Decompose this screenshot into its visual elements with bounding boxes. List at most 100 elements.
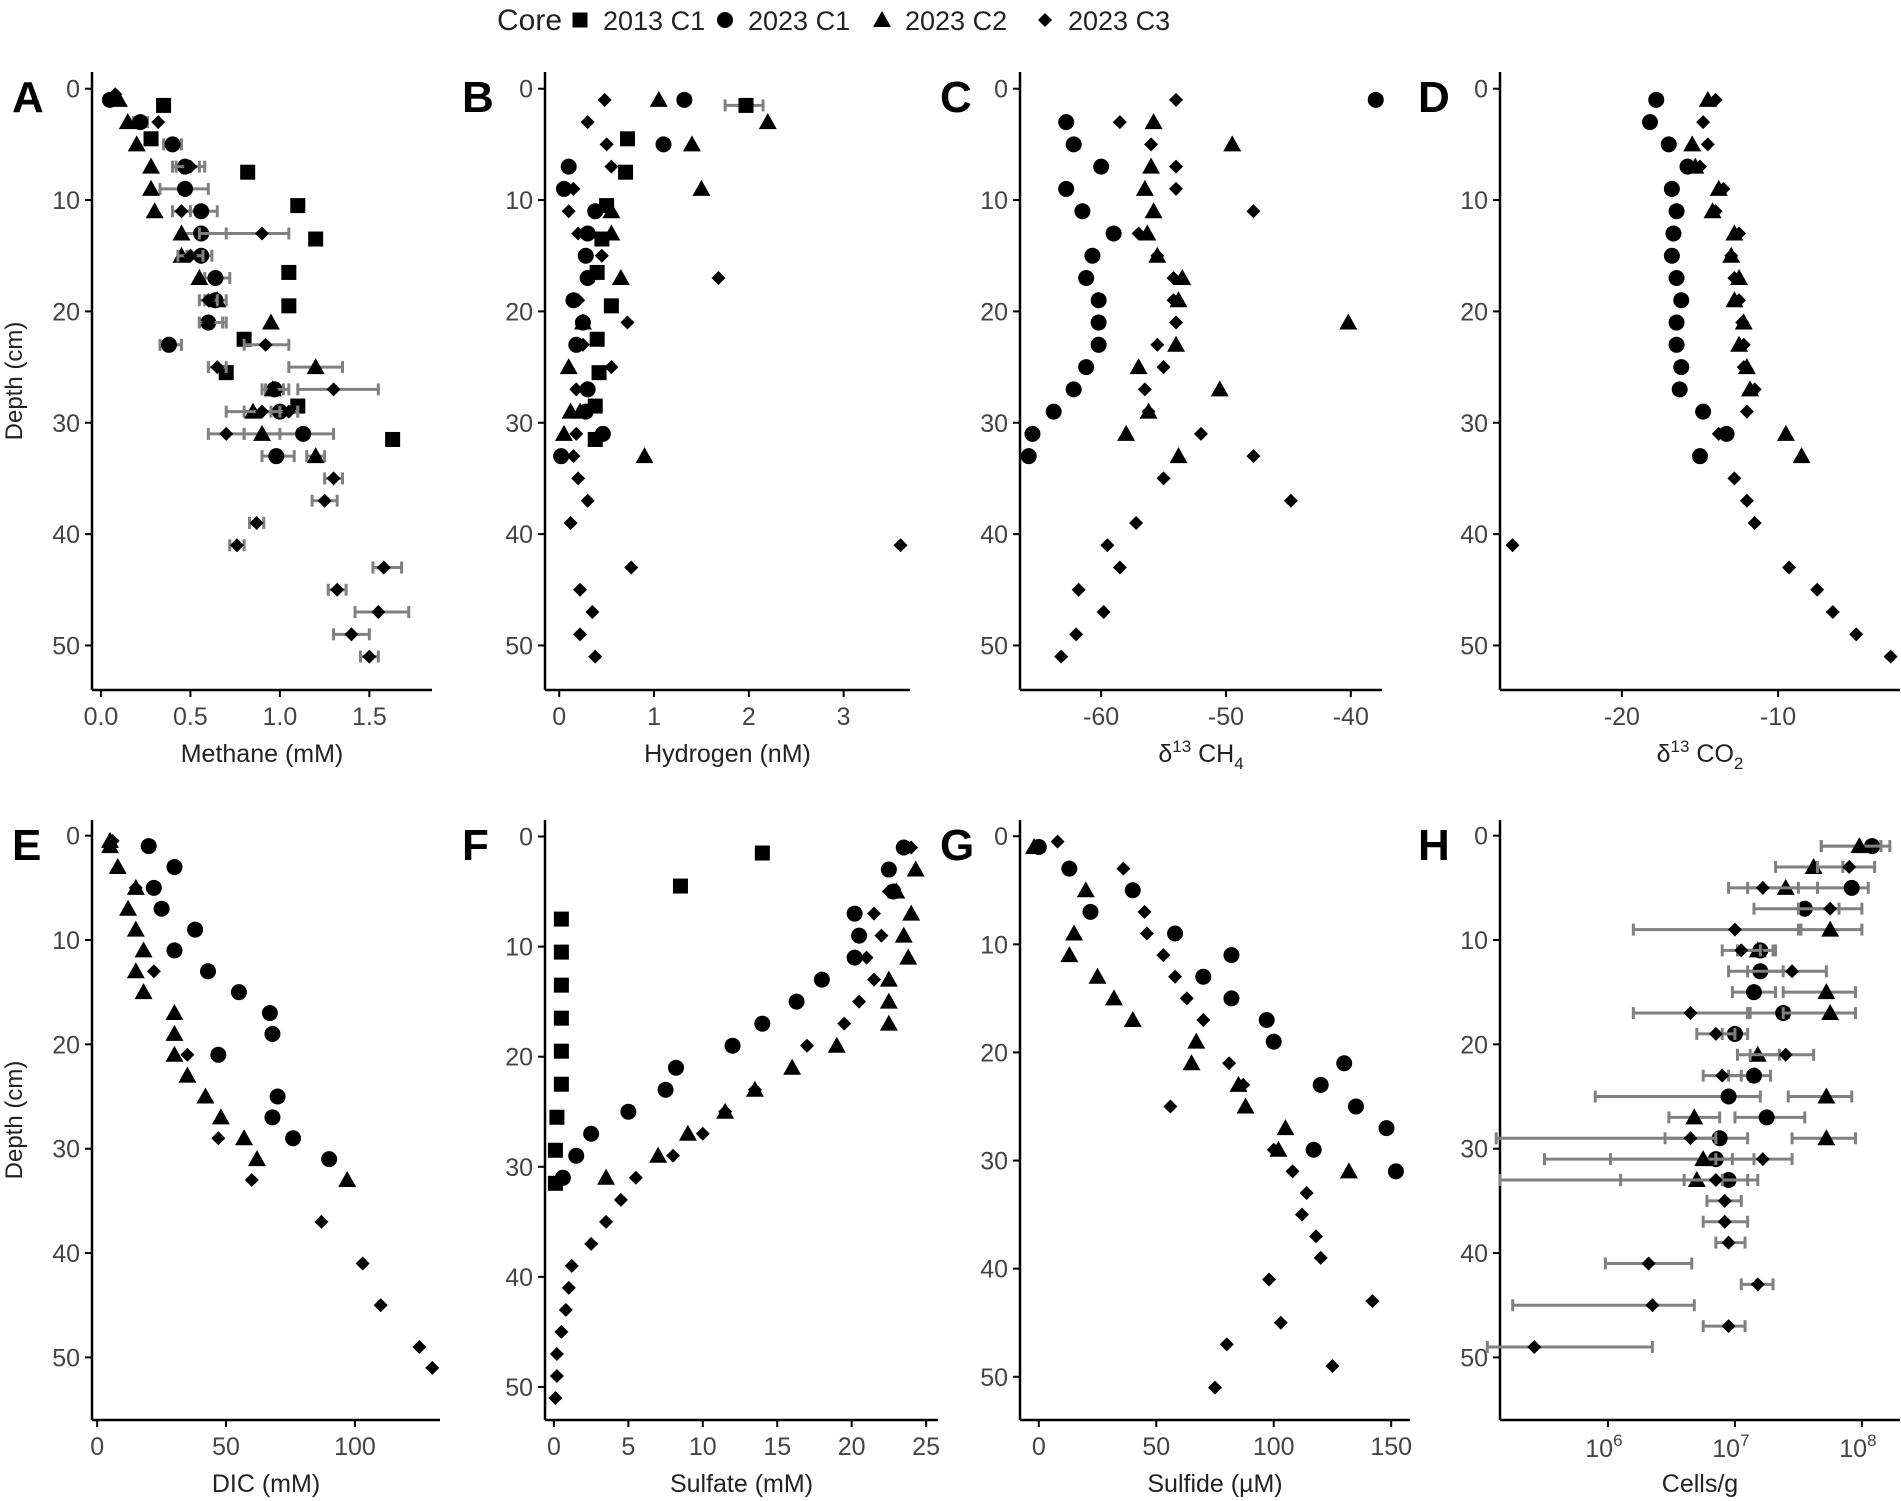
data-point-triangle	[879, 970, 898, 987]
data-point-diamond	[1683, 1131, 1698, 1146]
data-point-diamond	[146, 964, 161, 979]
data-point-diamond	[566, 449, 581, 464]
data-point-diamond	[1156, 948, 1171, 963]
data-point-circle	[153, 900, 170, 917]
data-point-triangle	[145, 202, 164, 219]
data-point-triangle	[165, 1045, 184, 1062]
data-point-circle	[132, 114, 149, 131]
panel-letter: D	[1418, 73, 1450, 122]
y-tick-label: 10	[505, 934, 533, 962]
legend-marker-square	[572, 12, 588, 28]
data-point-diamond	[1747, 515, 1762, 530]
data-point-triangle	[879, 1014, 898, 1031]
data-point-triangle	[1236, 1097, 1255, 1114]
data-point-diamond	[1734, 943, 1749, 958]
data-point-diamond	[1325, 1358, 1340, 1373]
data-point-circle	[676, 91, 693, 108]
x-tick-label: 15	[763, 1433, 791, 1461]
data-point-diamond	[747, 1082, 762, 1097]
legend: Core 2013 C1 2023 C1 2023 C2 2023 C3	[0, 0, 1901, 60]
data-point-square	[603, 298, 619, 314]
data-point-triangle	[261, 313, 280, 330]
y-tick-label: 40	[505, 1264, 533, 1292]
data-point-diamond	[1169, 159, 1184, 174]
data-point-square	[549, 1109, 565, 1125]
data-point-diamond	[837, 1016, 852, 1031]
data-point-circle	[261, 1005, 278, 1022]
legend-label: 2023 C2	[905, 6, 1007, 36]
data-point-circle	[1695, 403, 1712, 420]
data-point-triangle	[165, 1004, 184, 1021]
data-point-diamond	[1166, 271, 1181, 285]
data-point-triangle	[1076, 881, 1095, 898]
x-tick-label: -20	[1604, 703, 1640, 731]
data-point-circle	[657, 1081, 674, 1098]
data-point-circle	[207, 270, 224, 286]
data-point-diamond	[613, 1192, 628, 1207]
x-axis-label: δ13 CO2	[1657, 737, 1744, 773]
data-point-diamond	[711, 271, 726, 285]
data-point-circle	[1078, 359, 1095, 376]
data-point-triangle	[1025, 838, 1044, 855]
data-point-triangle	[1129, 358, 1148, 375]
x-tick-label: 106	[1585, 1431, 1622, 1463]
y-tick-label: 0	[66, 76, 80, 104]
data-point-circle	[579, 270, 596, 286]
data-point-diamond	[255, 226, 269, 241]
data-point-diamond	[201, 293, 216, 308]
data-point-circle	[1668, 314, 1685, 331]
data-point-triangle	[649, 90, 668, 107]
data-point-circle	[1745, 984, 1762, 1001]
data-point-diamond	[1700, 137, 1715, 152]
data-point-diamond	[571, 226, 586, 241]
data-point-diamond	[1365, 1294, 1380, 1309]
data-point-triangle	[1167, 335, 1186, 352]
y-tick-label: 0	[1474, 76, 1488, 104]
data-point-diamond	[1139, 926, 1154, 941]
data-point-triangle	[172, 224, 191, 241]
data-point-diamond	[1069, 627, 1084, 642]
data-point-diamond	[425, 1360, 440, 1375]
data-point-square	[672, 878, 688, 894]
data-point-triangle	[1182, 1054, 1201, 1071]
panel-letter: F	[462, 821, 489, 870]
data-point-circle	[1843, 879, 1860, 896]
data-point-diamond	[597, 92, 612, 107]
data-point-diamond	[281, 404, 296, 419]
data-point-triangle	[1817, 1129, 1836, 1146]
data-point-triangle	[602, 202, 621, 219]
data-point-diamond	[1156, 360, 1171, 375]
data-point-square	[553, 977, 569, 993]
data-point-diamond	[800, 1038, 814, 1053]
legend-label: 2023 C3	[1068, 6, 1170, 36]
data-point-circle	[264, 1109, 281, 1126]
y-axis-label: Depth (cm)	[1, 1061, 28, 1180]
panel-a: A 0 10 20 30 40 50 0.0 0.5 1.0 1.5 Methane (mM) Dept…	[1, 72, 432, 768]
data-point-triangle	[196, 1087, 215, 1104]
y-tick-label: 30	[980, 410, 1008, 438]
data-point-circle	[1367, 91, 1384, 108]
data-point-triangle	[1223, 135, 1242, 152]
panel-d: D 0 10 20 30 40 50 -20 -10 δ13 CO2	[1418, 72, 1900, 773]
data-point-diamond	[904, 840, 919, 855]
data-point-diamond	[1096, 605, 1111, 620]
data-point-diamond	[549, 1368, 564, 1383]
data-point-triangle	[783, 1058, 802, 1075]
data-point-diamond	[852, 994, 867, 1009]
data-point-diamond	[599, 137, 614, 152]
data-point-diamond	[1246, 204, 1261, 219]
x-axis-label: Sulfide (µM)	[1147, 1470, 1282, 1498]
data-point-diamond	[1137, 382, 1152, 397]
x-axis-label: Hydrogen (nM)	[644, 740, 811, 768]
data-point-circle	[851, 927, 868, 944]
data-point-triangle	[1088, 967, 1107, 984]
data-point-circle	[1074, 203, 1091, 220]
data-point-diamond	[1721, 1235, 1736, 1250]
legend-label: 2013 C1	[603, 6, 705, 36]
data-point-diamond	[1285, 1164, 1300, 1179]
y-tick-label: 40	[980, 521, 1008, 549]
data-point-triangle	[134, 941, 153, 958]
data-point-diamond	[1711, 426, 1726, 441]
data-point-circle	[1663, 247, 1680, 264]
